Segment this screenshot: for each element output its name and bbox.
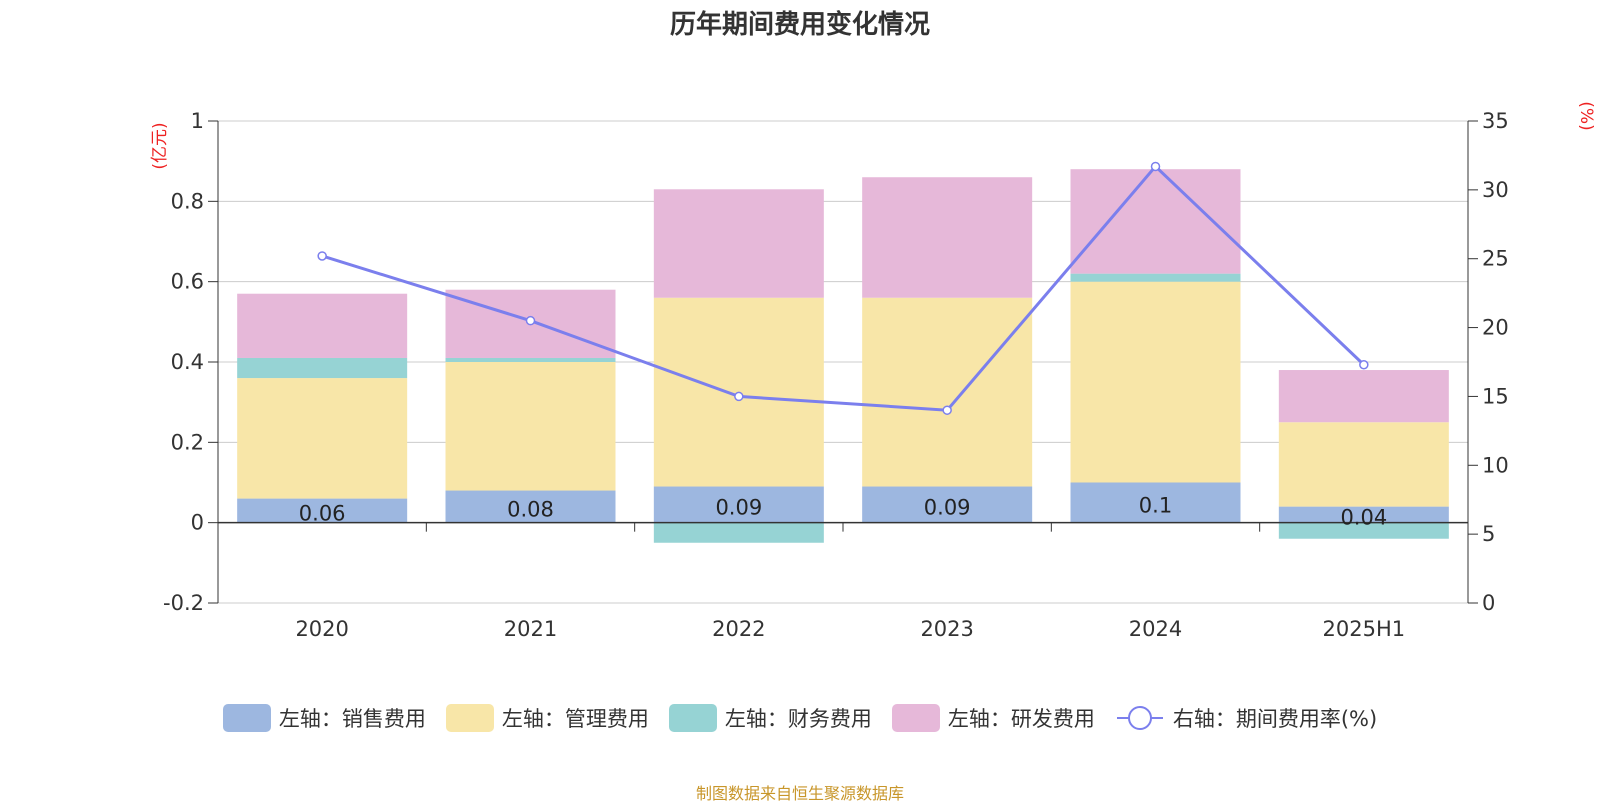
bar-segment: [445, 357, 616, 362]
left-axis-tick-label: -0.2: [163, 591, 204, 615]
legend-label: 右轴：期间费用率(%): [1172, 707, 1378, 731]
right-axis-tick-label: 0: [1482, 591, 1495, 615]
left-axis-tick-label: 0: [191, 511, 204, 535]
rate-point: [1150, 161, 1161, 172]
rate-point: [525, 315, 536, 326]
rate-point: [317, 251, 327, 261]
rate-point: [734, 391, 744, 402]
bar-segment: [445, 490, 616, 523]
rate-point: [1359, 360, 1369, 370]
bar-segment: [653, 486, 824, 523]
right-axis-tick-label: 30: [1482, 178, 1509, 202]
left-axis-tick-label: 0.8: [171, 189, 204, 213]
bar-segment: [1070, 482, 1241, 523]
legend-label: 左轴：管理费用: [501, 707, 649, 731]
legend-item[interactable]: 左轴：管理费用: [445, 703, 649, 733]
source-note: 制图数据来自恒生聚源数据库: [695, 784, 904, 803]
bar-segment: [653, 522, 824, 543]
right-axis-tick-label: 35: [1482, 109, 1509, 133]
legend: 左轴：销售费用 左轴：管理费用 左轴：财务费用 左轴：研发费用 右轴：期间费用率(%): [0, 703, 1600, 733]
chart-title: 历年期间费用变化情况: [669, 10, 930, 40]
legend-item[interactable]: 左轴：销售费用: [222, 703, 426, 733]
category-label: 2022: [712, 617, 765, 641]
bar-segment: [445, 362, 616, 491]
bar-segment: [237, 293, 408, 358]
legend-line-marker-icon: [1116, 706, 1163, 730]
bar-data-label: 0.08: [507, 498, 554, 522]
rate-point: [942, 405, 952, 415]
right-axis-tick-label: 5: [1482, 522, 1495, 546]
right-axis-tick-label: 10: [1482, 453, 1509, 477]
bar-data-label: 0.09: [924, 496, 971, 520]
category-label: 2023: [920, 617, 973, 641]
bar-segment: [1278, 422, 1449, 507]
legend-swatch: [891, 704, 940, 732]
bar-data-label: 0.04: [1340, 506, 1387, 530]
category-label: 2025H1: [1323, 617, 1406, 641]
bar-segment: [1070, 281, 1241, 483]
bar-segment: [1278, 522, 1449, 539]
legend-swatch: [445, 704, 494, 732]
rate-line: [321, 164, 1365, 412]
chart-area: -0.200.20.40.60.8105101520253035(亿元)(%)2…: [150, 101, 1596, 641]
bar-segment: [1278, 506, 1449, 523]
legend-label: 左轴：财务费用: [724, 707, 872, 731]
legend-item[interactable]: 右轴：期间费用率(%): [1115, 703, 1377, 733]
right-axis-tick-label: 15: [1482, 384, 1509, 408]
bar-segment: [237, 498, 408, 523]
category-label: 2020: [295, 617, 348, 641]
legend-item[interactable]: 左轴：研发费用: [891, 703, 1095, 733]
bar-data-label: 0.09: [715, 496, 762, 520]
legend-swatch: [668, 704, 717, 732]
category-label: 2021: [504, 617, 557, 641]
right-axis-tick-label: 25: [1482, 247, 1509, 271]
bar-segment: [653, 189, 824, 298]
right-axis-tick-label: 20: [1482, 316, 1509, 340]
legend-label: 左轴：研发费用: [947, 707, 1095, 731]
bar-segment: [1070, 273, 1241, 282]
bar-data-label: 0.1: [1139, 494, 1172, 518]
right-axis-unit: (%): [1576, 101, 1596, 130]
bar-segment: [862, 177, 1033, 298]
bar-segment: [237, 378, 408, 499]
bar-data-label: 0.06: [299, 502, 346, 526]
legend-swatch: [222, 704, 271, 732]
bar-segment: [862, 297, 1033, 487]
bar-segment: [862, 486, 1033, 523]
bar-segment: [237, 357, 408, 379]
legend-item[interactable]: 左轴：财务费用: [668, 703, 872, 733]
legend-label: 左轴：销售费用: [278, 707, 426, 731]
left-axis-unit: (亿元): [150, 122, 170, 169]
left-axis-tick-label: 0.2: [171, 430, 204, 454]
left-axis-tick-label: 0.6: [171, 270, 204, 294]
left-axis-tick-label: 1: [191, 109, 204, 133]
left-axis-tick-label: 0.4: [171, 350, 204, 374]
bar-segment: [1278, 370, 1449, 423]
category-label: 2024: [1129, 617, 1182, 641]
